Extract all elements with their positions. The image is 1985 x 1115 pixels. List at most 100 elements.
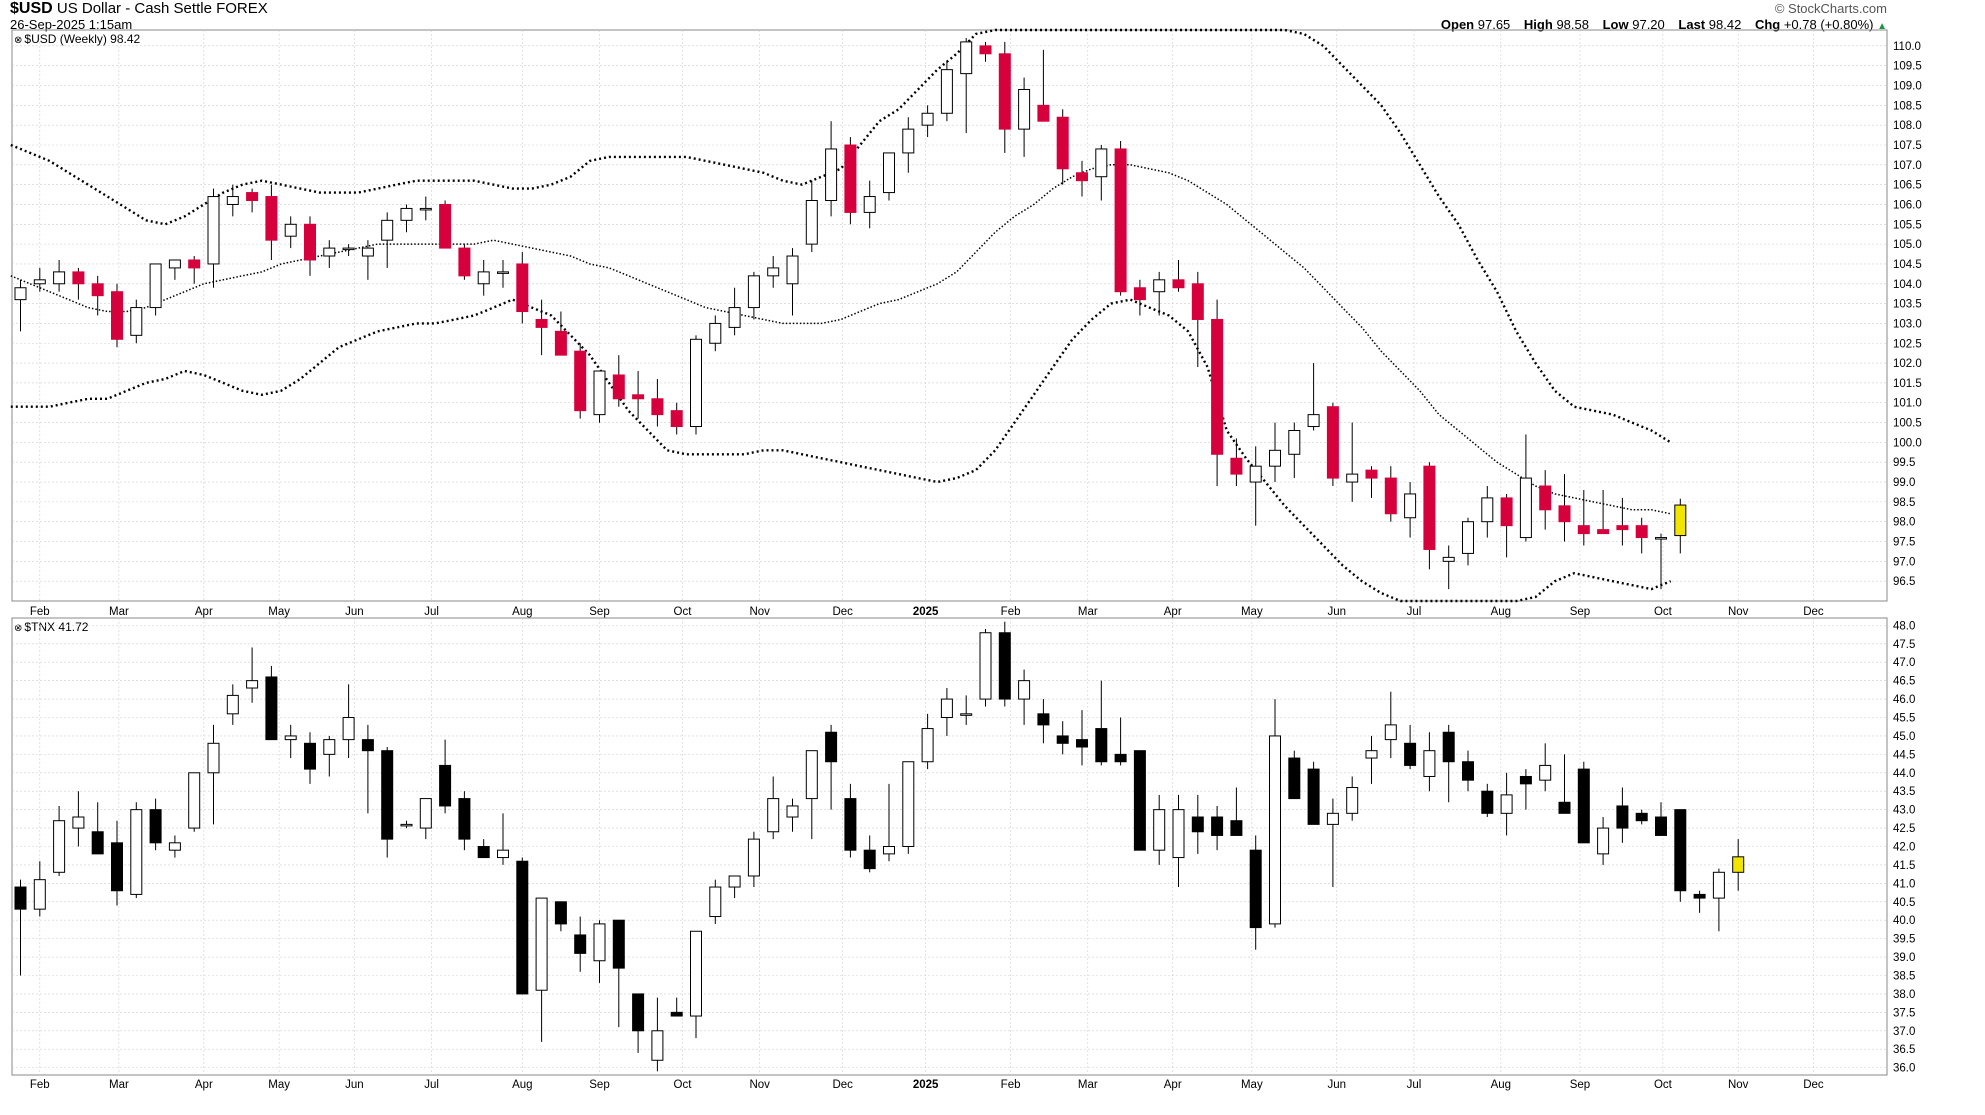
- usd-candle-body: [921, 112, 934, 126]
- usd-candle-body: [419, 207, 432, 211]
- tnx-candle-body: [902, 761, 915, 848]
- tnx-candle-body: [1655, 816, 1667, 836]
- usd-y-tick-label: 107.5: [1893, 140, 1922, 152]
- usd-x-tick-label: Dec: [1803, 606, 1824, 618]
- usd-x-tick-label: Apr: [195, 606, 213, 618]
- usd-y-tick-label: 99.5: [1893, 457, 1915, 469]
- tnx-candle-body: [1018, 680, 1031, 700]
- tnx-candle-body: [342, 717, 355, 741]
- tnx-y-tick-label: 39.5: [1893, 934, 1915, 946]
- usd-y-tick-label: 98.5: [1893, 497, 1915, 509]
- usd-candle-body: [342, 247, 355, 251]
- tnx-candle-body: [381, 750, 394, 840]
- tnx-y-tick-label: 45.5: [1893, 713, 1915, 725]
- usd-candle-body: [902, 128, 915, 154]
- usd-candle-body: [593, 370, 606, 416]
- usd-candle-body: [690, 338, 702, 428]
- tnx-candle-body: [1288, 757, 1301, 800]
- usd-candle-body: [844, 144, 857, 213]
- tnx-candle-body: [651, 1030, 664, 1061]
- instrument-name: US Dollar - Cash Settle: [56, 0, 212, 17]
- usd-y-tick-label: 100.5: [1893, 418, 1922, 430]
- usd-x-tick-label: Mar: [1078, 606, 1098, 618]
- usd-candle-body: [1037, 104, 1050, 122]
- usd-candle-body: [33, 279, 46, 285]
- usd-candle-body: [805, 200, 818, 245]
- tnx-candle-body: [1269, 735, 1281, 925]
- usd-x-tick-label: Apr: [1164, 606, 1182, 618]
- tnx-y-tick-label: 40.5: [1893, 897, 1915, 909]
- tnx-candle-body: [1500, 794, 1513, 814]
- tnx-x-tick-label: May: [268, 1079, 290, 1091]
- tnx-candle-body: [1635, 812, 1648, 822]
- tnx-y-tick-label: 47.5: [1893, 639, 1915, 651]
- tnx-candle-body: [825, 731, 838, 763]
- tnx-candle-body: [554, 901, 567, 925]
- tnx-y-tick-label: 45.0: [1893, 731, 1915, 743]
- usd-x-tick-label: Oct: [674, 606, 693, 618]
- tnx-candle-body: [1172, 809, 1185, 859]
- tnx-x-tick-label: Sep: [1570, 1079, 1590, 1091]
- usd-candle-body: [574, 350, 587, 412]
- usd-x-tick-label: Mar: [109, 606, 129, 618]
- tnx-y-tick-label: 40.0: [1893, 915, 1915, 927]
- usd-candle-body: [1481, 497, 1494, 523]
- usd-y-tick-label: 107.0: [1893, 160, 1922, 172]
- usd-candle-body: [458, 247, 471, 277]
- tnx-y-tick-label: 38.5: [1893, 970, 1915, 982]
- usd-y-tick-label: 101.5: [1893, 378, 1922, 390]
- usd-candle-body: [1211, 318, 1224, 455]
- bollinger-mid: [10, 164, 1671, 515]
- usd-x-tick-label: Oct: [1654, 606, 1673, 618]
- usd-y-tick-label: 101.0: [1893, 398, 1922, 410]
- tnx-candle-body: [1133, 750, 1146, 851]
- chart-settings-icon[interactable]: ⊗: [14, 623, 23, 634]
- low-value: 97.20: [1632, 17, 1665, 32]
- usd-panel-label: ⊗ $USD (Weekly) 98.42: [14, 32, 140, 46]
- usd-candle-body: [53, 271, 66, 285]
- usd-x-tick-label: May: [268, 606, 290, 618]
- tnx-x-tick-label: Apr: [1164, 1079, 1182, 1091]
- brand-logo: © StockCharts.com: [1774, 1, 1887, 16]
- usd-candle-body: [130, 307, 143, 336]
- chart-settings-icon[interactable]: ⊗: [14, 35, 23, 46]
- tnx-candle-body: [1230, 820, 1243, 836]
- tnx-y-tick-label: 48.0: [1893, 620, 1915, 632]
- tnx-candle-body: [709, 886, 722, 918]
- tnx-x-tick-label: Oct: [1654, 1079, 1673, 1091]
- tnx-candle-body: [747, 838, 760, 877]
- tnx-candle-body: [1462, 761, 1474, 781]
- tnx-candle-body: [1211, 816, 1224, 836]
- tnx-x-tick-label: Nov: [1728, 1079, 1749, 1091]
- usd-candle-body: [651, 398, 664, 416]
- usd-candle-body: [1230, 457, 1243, 475]
- tnx-panel-label: ⊗ $TNX 41.72: [14, 620, 88, 634]
- tnx-candle-body: [1384, 724, 1397, 741]
- usd-y-tick-label: 103.0: [1893, 318, 1922, 330]
- tnx-candle-body: [439, 764, 452, 807]
- tnx-candle-body: [188, 772, 201, 829]
- tnx-candle-body: [1674, 809, 1687, 892]
- last-value: 98.42: [1708, 17, 1742, 32]
- usd-candle-body: [883, 152, 895, 194]
- tnx-candle-body: [304, 742, 316, 770]
- usd-candle-body: [1423, 465, 1436, 550]
- usd-candle-body: [1307, 414, 1320, 428]
- tnx-y-tick-label: 36.5: [1893, 1044, 1915, 1056]
- tnx-x-tick-label: Dec: [1803, 1079, 1824, 1091]
- usd-candle-body: [1114, 148, 1127, 293]
- usd-candle-body: [1365, 469, 1378, 479]
- usd-x-tick-label: Jul: [424, 606, 439, 618]
- usd-candle-body: [1404, 493, 1417, 519]
- usd-x-tick-label: Nov: [1728, 606, 1749, 618]
- usd-candle-body: [1597, 529, 1610, 535]
- usd-y-tick-label: 104.5: [1893, 259, 1922, 271]
- usd-x-tick-label: Jun: [345, 606, 364, 618]
- tnx-x-tick-label: May: [1241, 1079, 1263, 1091]
- tnx-candle-body: [1404, 742, 1417, 766]
- usd-candle-body: [1269, 449, 1281, 467]
- tnx-candle-body: [1191, 816, 1204, 833]
- tnx-candle-body: [1712, 871, 1725, 899]
- tnx-candle-body: [1577, 768, 1590, 844]
- tnx-candle-body: [1153, 809, 1166, 851]
